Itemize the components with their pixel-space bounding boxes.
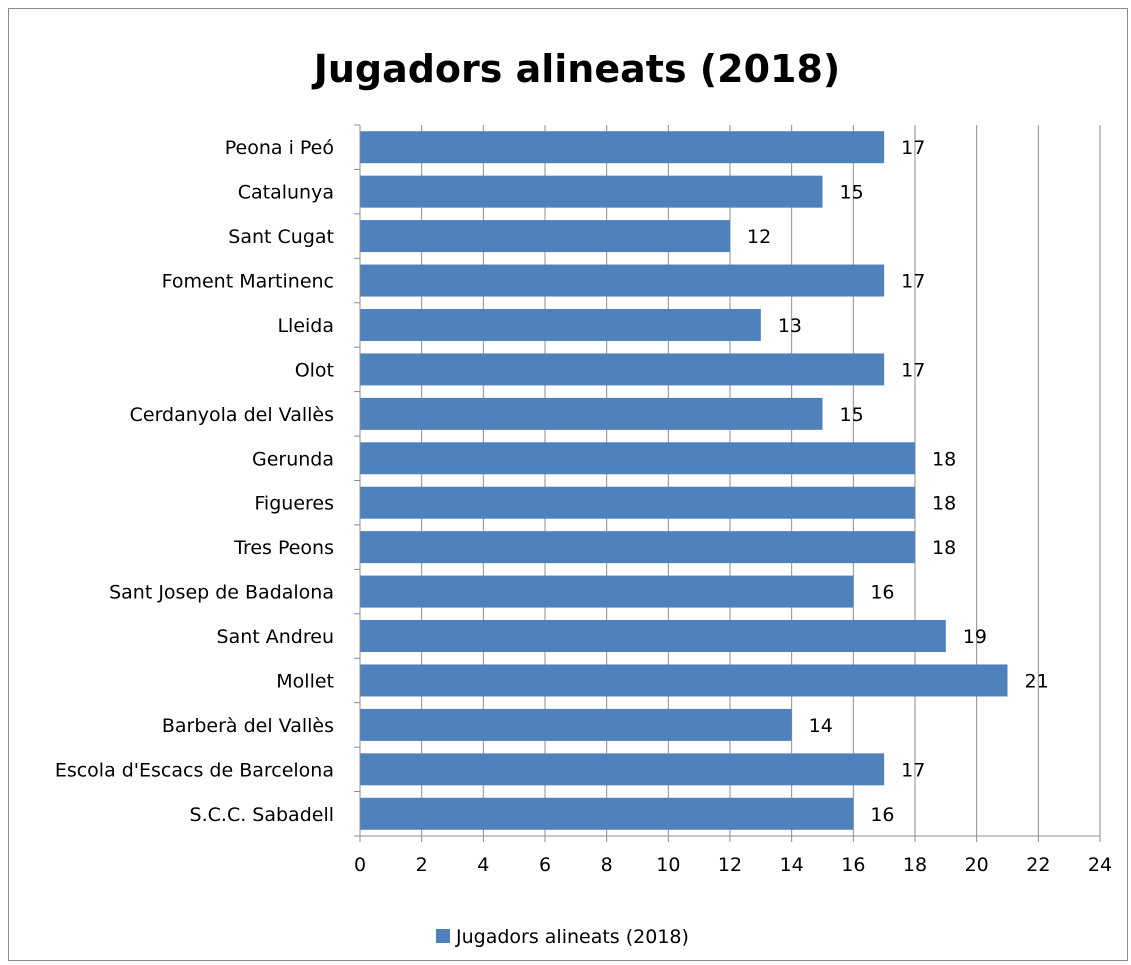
bar	[360, 220, 730, 253]
data-label: 17	[901, 271, 925, 293]
category-label: Gerunda	[252, 448, 334, 470]
x-tick-label: 16	[841, 854, 865, 876]
x-tick-label: 4	[477, 854, 489, 876]
category-label: Figueres	[254, 493, 334, 515]
data-label: 17	[901, 137, 925, 159]
bar	[360, 175, 823, 208]
x-tick-label: 2	[416, 854, 428, 876]
data-label: 19	[963, 626, 987, 648]
x-tick-label: 14	[780, 854, 804, 876]
bar	[360, 531, 915, 564]
legend-swatch	[436, 929, 450, 943]
category-label: S.C.C. Sabadell	[190, 804, 334, 826]
data-label: 17	[901, 359, 925, 381]
x-tick-label: 0	[354, 854, 366, 876]
bar	[360, 620, 946, 653]
data-label: 16	[870, 804, 894, 826]
legend-label: Jugadors alineats (2018)	[455, 926, 689, 948]
data-label: 16	[870, 582, 894, 604]
category-label: Sant Josep de Badalona	[109, 582, 334, 604]
data-label: 12	[747, 226, 771, 248]
category-label: Escola d'Escacs de Barcelona	[55, 759, 334, 781]
data-label: 17	[901, 759, 925, 781]
x-tick-label: 22	[1026, 854, 1050, 876]
category-label: Foment Martinenc	[162, 271, 334, 293]
data-label: 13	[778, 315, 802, 337]
bar	[360, 664, 1008, 697]
data-label: 15	[840, 404, 864, 426]
category-label: Catalunya	[238, 182, 334, 204]
category-label: Sant Andreu	[217, 626, 334, 648]
data-label: 15	[840, 182, 864, 204]
bar	[360, 486, 915, 519]
category-label: Cerdanyola del Vallès	[130, 404, 334, 426]
category-label: Sant Cugat	[228, 226, 334, 248]
bar	[360, 575, 854, 608]
data-label: 18	[932, 493, 956, 515]
chart-title: Jugadors alineats (2018)	[311, 47, 841, 91]
x-tick-label: 8	[601, 854, 613, 876]
category-label: Olot	[295, 359, 334, 381]
x-tick-label: 20	[965, 854, 989, 876]
category-label: Lleida	[277, 315, 334, 337]
bar	[360, 264, 885, 297]
bar	[360, 308, 761, 341]
category-label: Peona i Peó	[225, 137, 334, 159]
x-tick-label: 6	[539, 854, 551, 876]
bars	[360, 131, 1008, 830]
x-tick-label: 10	[656, 854, 680, 876]
bar	[360, 397, 823, 430]
bar	[360, 797, 854, 830]
category-label: Mollet	[276, 670, 334, 692]
bar	[360, 442, 915, 475]
bar	[360, 131, 885, 164]
bar	[360, 753, 885, 786]
data-label: 18	[932, 448, 956, 470]
data-label: 21	[1025, 670, 1049, 692]
x-tick-label: 24	[1088, 854, 1112, 876]
x-tick-label: 18	[903, 854, 927, 876]
legend: Jugadors alineats (2018)	[436, 926, 689, 948]
bar	[360, 708, 792, 741]
x-tick-label: 12	[718, 854, 742, 876]
data-label: 18	[932, 537, 956, 559]
bar	[360, 353, 885, 386]
category-label: Tres Peons	[233, 537, 334, 559]
data-label: 14	[809, 715, 833, 737]
category-label: Barberà del Vallès	[162, 715, 334, 737]
